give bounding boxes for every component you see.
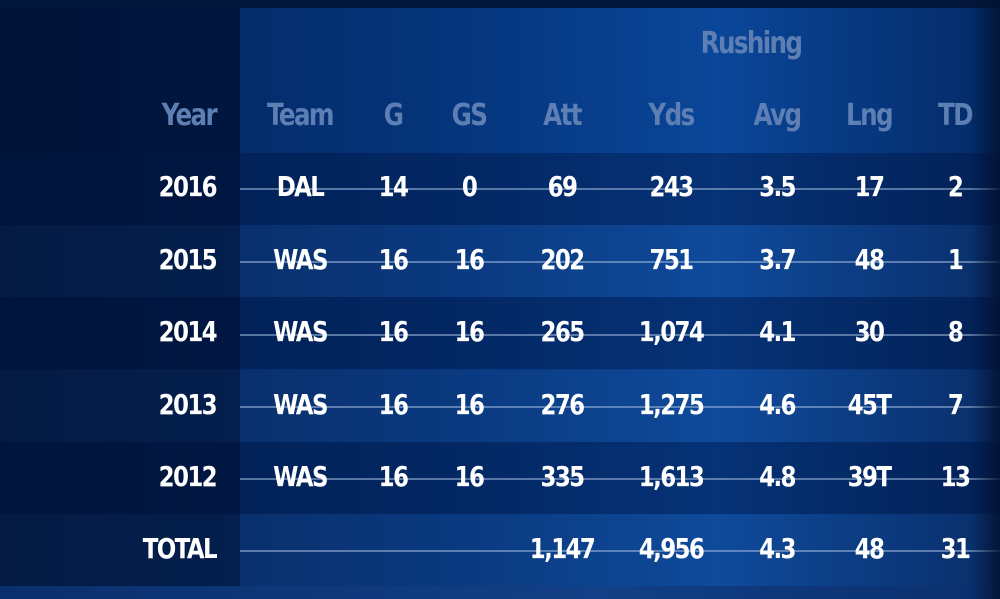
cell-lng: 17 — [854, 170, 885, 203]
cell-lng: 30 — [854, 315, 885, 348]
right-edge-shade — [970, 0, 1000, 599]
cell-team: WAS — [273, 460, 328, 493]
total-year: TOTAL — [142, 532, 218, 565]
cell-team: WAS — [273, 243, 328, 276]
total-td: 31 — [940, 532, 971, 565]
cell-team: WAS — [273, 388, 328, 421]
total-yds: 4,956 — [638, 532, 705, 565]
cell-avg: 4.8 — [759, 460, 796, 493]
cell-yds: 243 — [649, 170, 694, 203]
cell-avg: 4.1 — [759, 315, 796, 348]
cell-att: 265 — [540, 315, 585, 348]
cell-g: 16 — [378, 315, 409, 348]
row-divider — [240, 188, 1000, 190]
cell-year: 2015 — [158, 243, 218, 276]
cell-att: 69 — [547, 170, 578, 203]
cell-td: 13 — [940, 460, 971, 493]
column-header-lng: Lng — [846, 98, 894, 133]
total-lng: 48 — [854, 532, 885, 565]
rushing-group-header: Rushing — [700, 26, 803, 61]
column-header-g: G — [383, 98, 404, 133]
cell-year: 2014 — [158, 315, 218, 348]
cell-gs: 0 — [461, 170, 478, 203]
row-divider — [240, 550, 1000, 552]
total-att: 1,147 — [529, 532, 596, 565]
column-header-gs: GS — [451, 98, 488, 133]
cell-td: 8 — [947, 315, 964, 348]
cell-att: 335 — [540, 460, 585, 493]
column-header-td: TD — [938, 98, 974, 133]
column-header-yds: Yds — [648, 98, 695, 133]
cell-lng: 48 — [854, 243, 885, 276]
cell-yds: 1,074 — [638, 315, 705, 348]
total-avg: 4.3 — [759, 532, 796, 565]
year-header-shade — [0, 8, 240, 153]
cell-gs: 16 — [454, 243, 485, 276]
cell-yds: 751 — [649, 243, 694, 276]
cell-g: 14 — [378, 170, 409, 203]
column-header-att: Att — [543, 98, 582, 133]
cell-year: 2012 — [158, 460, 218, 493]
cell-year: 2016 — [158, 170, 218, 203]
cell-team: DAL — [276, 170, 325, 203]
cell-avg: 3.7 — [759, 243, 796, 276]
cell-year: 2013 — [158, 388, 218, 421]
cell-yds: 1,613 — [638, 460, 705, 493]
cell-gs: 16 — [454, 315, 485, 348]
row-band — [0, 297, 1000, 369]
row-divider — [240, 334, 1000, 336]
cell-lng: 39T — [847, 460, 892, 493]
year-column-shade — [0, 8, 240, 586]
column-header-avg: Avg — [753, 98, 803, 133]
cell-avg: 4.6 — [759, 388, 796, 421]
row-divider — [240, 406, 1000, 408]
cell-g: 16 — [378, 388, 409, 421]
cell-gs: 16 — [454, 388, 485, 421]
cell-yds: 1,275 — [638, 388, 705, 421]
row-divider — [240, 261, 1000, 263]
cell-gs: 16 — [454, 460, 485, 493]
cell-att: 202 — [540, 243, 585, 276]
cell-td: 1 — [947, 243, 964, 276]
bottom-bar — [0, 586, 1000, 599]
cell-avg: 3.5 — [759, 170, 796, 203]
column-header-year: Year — [161, 98, 218, 133]
cell-td: 2 — [947, 170, 964, 203]
row-divider — [240, 478, 1000, 480]
cell-lng: 45T — [847, 388, 892, 421]
top-bar — [0, 0, 1000, 8]
cell-td: 7 — [947, 388, 964, 421]
cell-att: 276 — [540, 388, 585, 421]
column-header-team: Team — [267, 98, 335, 133]
cell-g: 16 — [378, 243, 409, 276]
cell-team: WAS — [273, 315, 328, 348]
cell-g: 16 — [378, 460, 409, 493]
